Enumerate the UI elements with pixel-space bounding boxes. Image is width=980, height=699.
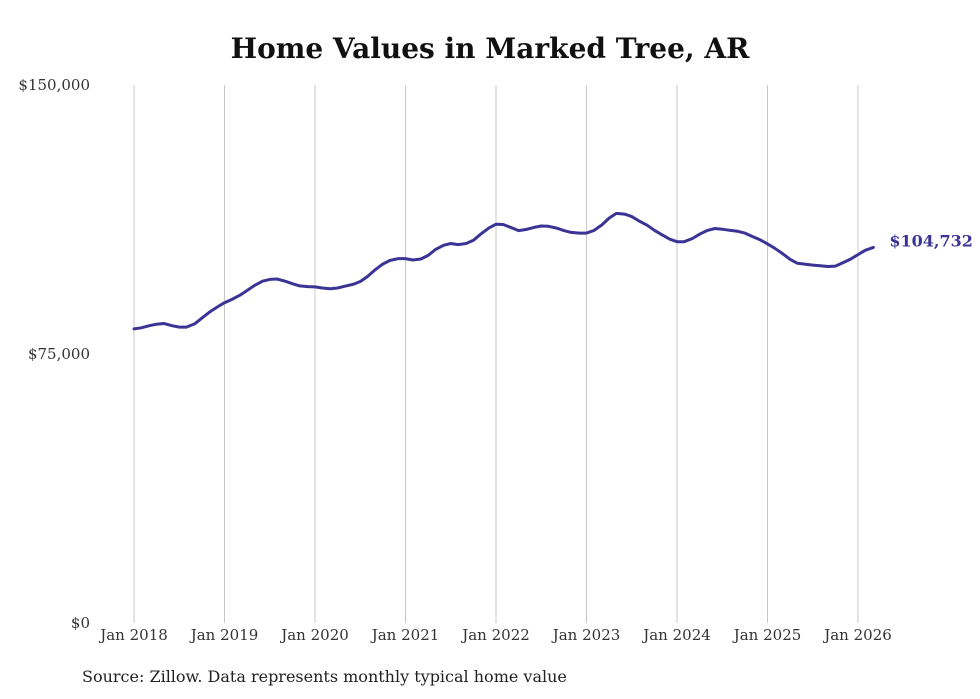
series-line-0 [132,211,875,331]
chart-title: Home Values in Marked Tree, AR [230,32,750,65]
x-tick-label-5: Jan 2023 [551,626,621,644]
source-note: Source: Zillow. Data represents monthly … [82,667,567,686]
x-tick-label-2: Jan 2020 [279,626,349,644]
x-tick-label-4: Jan 2022 [460,626,530,644]
end-value-label: $104,732 [889,231,973,250]
y-tick-label-0: $0 [71,614,90,632]
x-tick-label-1: Jan 2019 [189,626,259,644]
y-tick-label-2: $150,000 [18,76,90,94]
x-tick-label-0: Jan 2018 [98,626,168,644]
y-tick-label-1: $75,000 [28,345,90,363]
x-tick-label-7: Jan 2025 [732,626,802,644]
x-tick-label-8: Jan 2026 [822,626,892,644]
x-tick-label-6: Jan 2024 [641,626,711,644]
x-tick-label-3: Jan 2021 [370,626,440,644]
